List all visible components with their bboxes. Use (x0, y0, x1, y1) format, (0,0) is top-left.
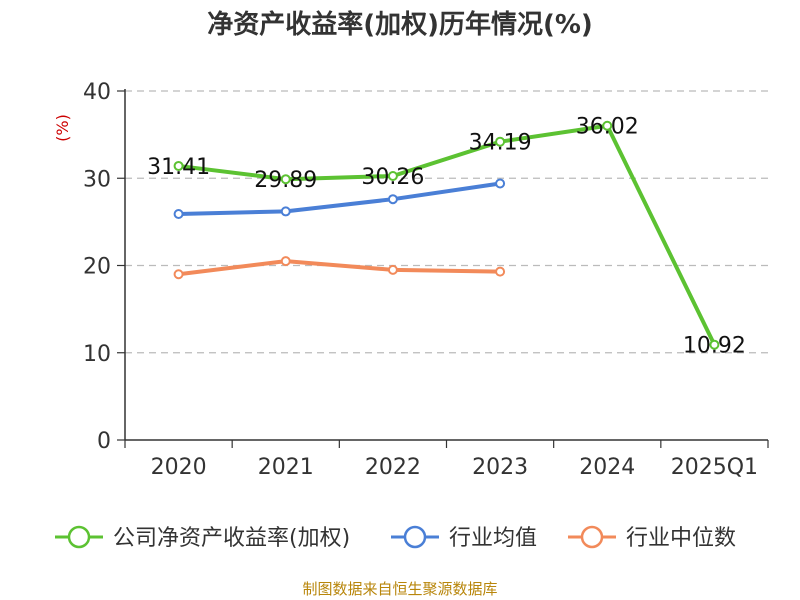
series-line-1 (178, 181, 501, 217)
y-axis-unit-label: (%) (53, 114, 72, 142)
data-point[interactable] (280, 174, 291, 185)
y-tick-label: 0 (97, 429, 111, 454)
data-point[interactable] (495, 136, 506, 147)
legend-label: 行业均值 (449, 526, 537, 551)
x-tick-label: 2025Q1 (671, 455, 758, 480)
data-label: 29.89 (254, 168, 317, 193)
data-label: 31.41 (147, 155, 210, 180)
data-point[interactable] (173, 269, 184, 280)
series-line-0 (178, 123, 717, 346)
chart-title: 净资产收益率(加权)历年情况(%) (207, 10, 593, 40)
legend-label: 公司净资产收益率(加权) (113, 526, 350, 551)
data-point[interactable] (387, 264, 398, 275)
data-label: 10.92 (683, 334, 746, 359)
data-label: 34.19 (469, 131, 532, 156)
data-label: 30.26 (361, 165, 424, 190)
y-tick-label: 20 (83, 255, 111, 280)
x-tick-label: 2020 (151, 455, 207, 480)
source-note: 制图数据来自恒生聚源数据库 (302, 580, 498, 598)
data-point[interactable] (602, 120, 613, 131)
data-point[interactable] (495, 266, 506, 277)
x-tick-label: 2023 (472, 455, 528, 480)
data-label: 36.02 (576, 115, 639, 140)
data-point[interactable] (173, 209, 184, 220)
data-point[interactable] (387, 194, 398, 205)
series-line-2 (178, 259, 501, 277)
y-tick-label: 40 (83, 80, 111, 105)
data-point[interactable] (387, 170, 398, 181)
data-point[interactable] (280, 206, 291, 217)
data-point[interactable] (280, 256, 291, 267)
data-point[interactable] (495, 178, 506, 189)
x-tick-label: 2022 (365, 455, 421, 480)
data-point[interactable] (173, 160, 184, 171)
x-tick-label: 2024 (579, 455, 635, 480)
legend-label: 行业中位数 (626, 526, 736, 551)
legend-item-0[interactable]: 公司净资产收益率(加权) (55, 525, 350, 551)
y-tick-label: 10 (83, 342, 111, 367)
legend-swatch-marker (580, 525, 604, 549)
data-point[interactable] (709, 339, 720, 350)
x-tick-label: 2021 (258, 455, 314, 480)
legend-item-1[interactable]: 行业均值 (391, 525, 537, 551)
legend-swatch-marker (67, 525, 91, 549)
legend-swatch-marker (403, 525, 427, 549)
y-tick-label: 30 (83, 167, 111, 192)
legend-item-2[interactable]: 行业中位数 (568, 525, 736, 551)
